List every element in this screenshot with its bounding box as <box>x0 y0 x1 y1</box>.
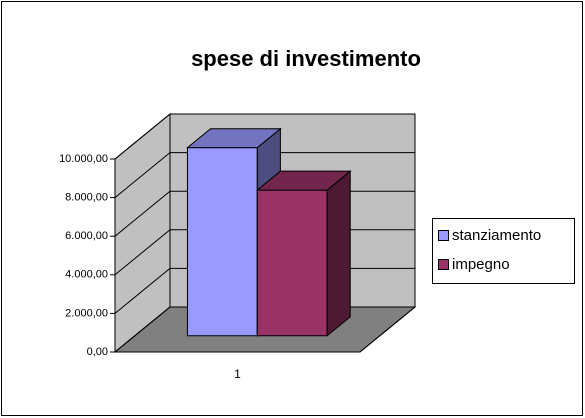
legend-swatch <box>438 230 449 241</box>
legend-label: impegno <box>452 256 510 273</box>
grid-line <box>114 152 415 198</box>
x-tick-label: 1 <box>234 367 241 381</box>
y-tick-label: 6.000,00 <box>65 230 108 242</box>
legend-label: stanziamento <box>452 227 541 244</box>
y-tick-label: 4.000,00 <box>65 269 108 281</box>
chart-title: spese di investimento <box>191 46 421 71</box>
y-tick-label: 2.000,00 <box>65 307 108 319</box>
bar-front <box>256 189 328 337</box>
y-tick-label: 8.000,00 <box>65 192 108 204</box>
bar-top <box>255 170 352 191</box>
legend <box>432 218 575 284</box>
legend-swatch <box>438 259 449 270</box>
bar-front <box>186 147 258 337</box>
bar <box>255 170 352 337</box>
grid-line <box>114 113 415 160</box>
bar-top <box>186 128 282 149</box>
bar-side <box>326 170 351 337</box>
y-tick-label: 0,00 <box>87 346 108 358</box>
floor-edge <box>359 306 416 353</box>
y-tick-label: 10.000,00 <box>59 153 108 165</box>
